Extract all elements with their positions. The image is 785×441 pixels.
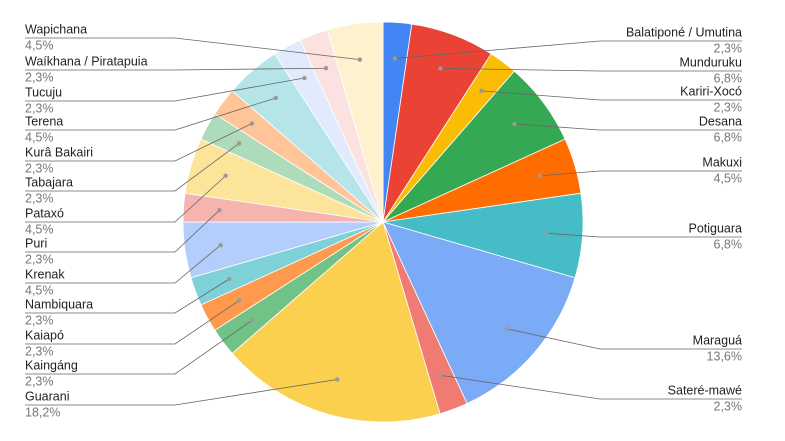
leader-dot: [249, 121, 255, 126]
leader-line: [25, 143, 240, 192]
leader-dot: [217, 207, 222, 213]
slice-value-label: 4,5%: [25, 38, 54, 52]
leader-dot: [236, 298, 242, 303]
leader-dot: [302, 75, 307, 81]
leader-dot: [357, 57, 363, 62]
slice-value-label: 2,3%: [25, 252, 54, 266]
leader-line: [25, 244, 221, 284]
pie-slice: [326, 21, 384, 223]
leader-line: [440, 68, 742, 72]
slice-value-label: 2,3%: [25, 161, 54, 175]
leader-line: [540, 170, 742, 177]
slice-value-label: 2,3%: [25, 374, 54, 388]
leader-line: [25, 278, 230, 314]
slice-value-label: 6,8%: [714, 130, 743, 144]
leader-dot: [505, 326, 510, 332]
leader-line: [481, 90, 742, 101]
leader-line: [440, 375, 742, 400]
leader-line: [25, 300, 240, 345]
slice-label: Wapichana: [25, 22, 87, 36]
leader-dot: [544, 231, 549, 236]
slice-value-label: 2,3%: [714, 100, 743, 114]
slice-value-label: 2,3%: [714, 399, 743, 413]
slice-label: Kaingáng: [25, 358, 78, 372]
slice-label: Maraguá: [693, 333, 742, 347]
leader-dot: [273, 95, 278, 101]
slice-value-label: 2,3%: [25, 101, 54, 115]
slice-label: Potiguara: [688, 221, 742, 235]
slice-label: Puri: [25, 236, 47, 250]
slice-value-label: 6,8%: [714, 71, 743, 85]
slice-value-label: 6,8%: [714, 237, 743, 251]
leader-dot: [227, 276, 232, 282]
slice-value-label: 4,5%: [714, 171, 743, 185]
slice-label: Desana: [699, 114, 742, 128]
leader-dot: [323, 66, 329, 71]
slice-label: Kurâ Bakairi: [25, 145, 93, 159]
leader-line: [25, 77, 305, 102]
pie-slice: [231, 221, 441, 423]
slice-label: Munduruku: [679, 55, 742, 69]
slice-value-label: 4,5%: [25, 222, 54, 236]
slice-value-label: 4,5%: [25, 130, 54, 144]
leader-dot: [236, 141, 242, 146]
leader-line: [25, 123, 253, 162]
slice-label: Makuxi: [702, 155, 742, 169]
slice-value-label: 4,5%: [25, 283, 54, 297]
slice-label: Nambiquara: [25, 297, 93, 311]
leader-dot: [512, 121, 517, 127]
leader-dot: [538, 173, 543, 178]
slice-value-label: 2,3%: [25, 313, 54, 327]
slice-value-label: 18,2%: [25, 405, 60, 419]
slice-label: Terena: [25, 114, 63, 128]
slice-label: Kaiapó: [25, 328, 64, 342]
leader-line: [25, 175, 226, 223]
leader-line: [394, 40, 742, 59]
leader-line: [25, 379, 338, 406]
leader-line: [507, 328, 742, 350]
leader-dot: [438, 373, 444, 378]
leader-dot: [392, 56, 398, 61]
slice-label: Guarani: [25, 389, 69, 403]
leader-line: [25, 97, 276, 131]
slice-value-label: 2,3%: [25, 191, 54, 205]
leader-dot: [335, 377, 340, 382]
slice-value-label: 2,3%: [714, 41, 743, 55]
slice-label: Tucuju: [25, 85, 62, 99]
leader-line: [25, 67, 326, 71]
slice-label: Waíkhana / Piratapuia: [25, 54, 148, 68]
leader-dot: [223, 173, 228, 178]
pie-slice: [382, 221, 576, 405]
slice-label: Balatiponé / Umutina: [626, 25, 742, 39]
slice-label: Kariri-Xocó: [680, 84, 742, 98]
slice-value-label: 2,3%: [25, 70, 54, 84]
leader-line: [25, 209, 220, 253]
leader-line: [546, 232, 742, 238]
leader-dot: [438, 66, 443, 71]
slice-label: Krenak: [25, 267, 65, 281]
leader-line: [25, 37, 360, 61]
leader-line: [25, 320, 253, 375]
slice-label: Tabajara: [25, 175, 73, 189]
slice-value-label: 13,6%: [707, 349, 742, 363]
leader-dot: [479, 88, 484, 94]
slice-label: Sateré-mawé: [668, 383, 742, 397]
leader-dot: [218, 242, 223, 248]
slice-label: Pataxó: [25, 206, 64, 220]
leader-line: [514, 123, 742, 131]
leader-dot: [249, 318, 255, 323]
slice-value-label: 2,3%: [25, 344, 54, 358]
